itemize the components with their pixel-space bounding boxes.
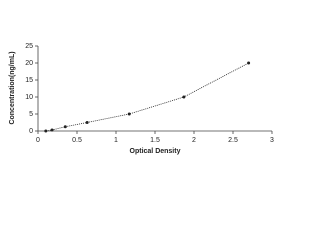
y-tick-label: 15 bbox=[25, 77, 33, 84]
x-tick-label: 1 bbox=[114, 137, 118, 144]
x-tick-label: 0 bbox=[36, 137, 40, 144]
data-point bbox=[127, 112, 131, 116]
data-point bbox=[44, 129, 48, 133]
y-tick-label: 0 bbox=[29, 128, 33, 135]
x-tick-label: 2 bbox=[192, 137, 196, 144]
data-point bbox=[50, 128, 54, 132]
x-axis-title: Optical Density bbox=[130, 148, 181, 155]
data-point bbox=[182, 95, 186, 99]
fit-curve bbox=[45, 62, 249, 132]
x-tick-label: 3 bbox=[270, 137, 274, 144]
y-axis-title: Concentration(ng/mL) bbox=[9, 51, 16, 124]
data-point bbox=[63, 125, 67, 129]
y-tick-label: 25 bbox=[25, 43, 33, 50]
y-tick-label: 20 bbox=[25, 60, 33, 67]
x-tick-label: 2.5 bbox=[228, 137, 238, 144]
y-tick-label: 10 bbox=[25, 94, 33, 101]
data-point bbox=[85, 121, 89, 124]
x-tick-label: 1.5 bbox=[150, 137, 160, 144]
y-tick-label: 5 bbox=[29, 111, 33, 118]
chart: Optical Density Concentration(ng/mL) 0 5 1… bbox=[9, 43, 274, 155]
x-tick-label: 0.5 bbox=[72, 137, 82, 144]
data-point bbox=[247, 61, 251, 65]
